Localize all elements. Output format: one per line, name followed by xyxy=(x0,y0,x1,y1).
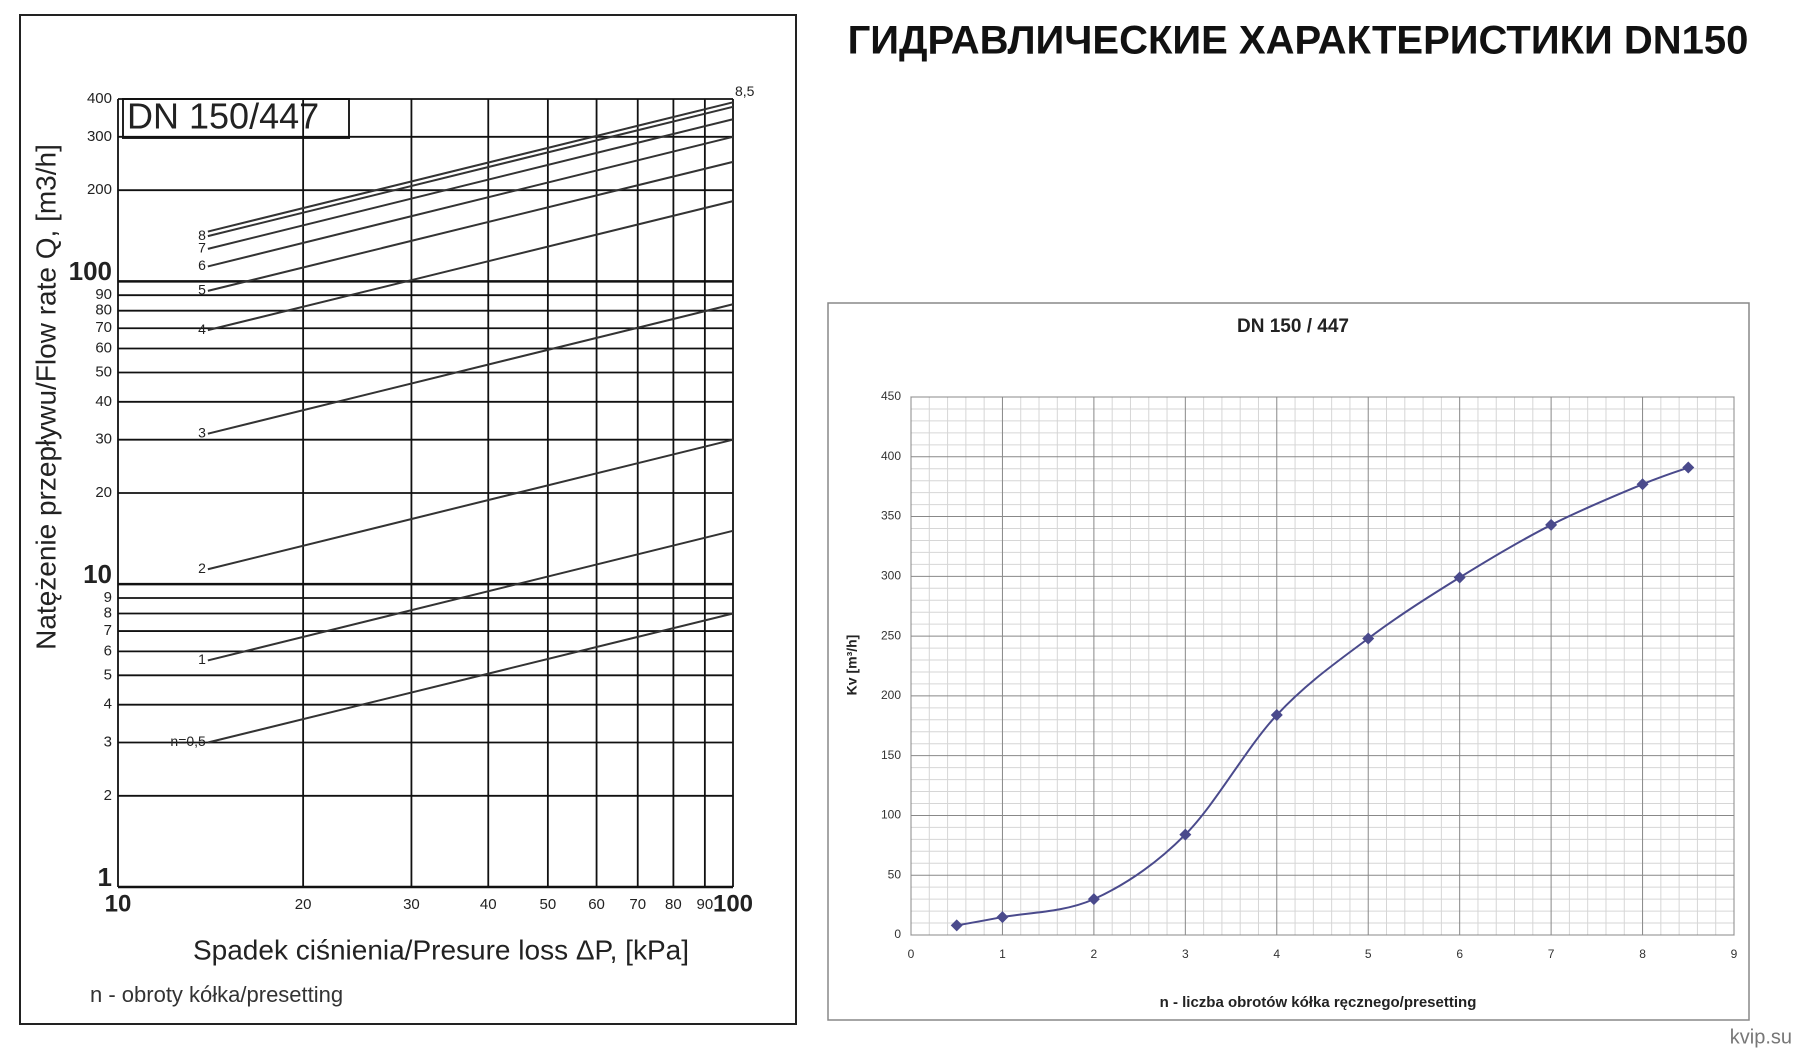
series-label: 5 xyxy=(198,282,206,298)
y-tick-label: 90 xyxy=(95,286,112,303)
marker xyxy=(1087,893,1100,906)
y-tick-label: 1 xyxy=(98,862,112,892)
y-tick-label: 200 xyxy=(87,181,112,198)
series-label: 8,5 xyxy=(735,83,755,99)
y-tick-label: 60 xyxy=(95,339,112,356)
series-label: 6 xyxy=(198,257,206,273)
series-label: 8 xyxy=(198,227,206,243)
y-tick-label: 4 xyxy=(104,696,112,713)
series-line xyxy=(207,303,734,435)
y-tick-label: 300 xyxy=(87,128,112,145)
series-line xyxy=(956,466,1689,927)
series-line xyxy=(207,200,734,332)
series-label: 4 xyxy=(198,321,206,337)
marker xyxy=(950,919,963,932)
x-tick-label: 90 xyxy=(697,896,714,913)
x-tick-label: 6 xyxy=(1456,947,1463,961)
series-label: 2 xyxy=(198,560,206,576)
y-tick-label: 10 xyxy=(83,559,112,589)
y-tick-label: 0 xyxy=(894,927,901,941)
x-tick-label: 10 xyxy=(105,890,132,917)
x-tick-label: 40 xyxy=(480,896,497,913)
marker xyxy=(1636,478,1649,491)
marker xyxy=(1270,709,1283,722)
y-tick-label: 100 xyxy=(881,808,901,822)
y-tick-label: 350 xyxy=(881,509,901,523)
y-tick-label: 250 xyxy=(881,628,901,642)
y-tick-label: 450 xyxy=(881,389,901,403)
note: n - obroty kółka/presetting xyxy=(90,982,343,1007)
x-tick-label: 3 xyxy=(1182,947,1189,961)
y-axis-title: Natężenie przepływu/Flow rate Q, [m3/h] xyxy=(30,144,61,650)
x-tick-label: 5 xyxy=(1365,947,1372,961)
y-tick-label: 400 xyxy=(881,449,901,463)
y-tick-label: 50 xyxy=(95,363,112,380)
y-tick-label: 300 xyxy=(881,569,901,583)
y-tick-label: 200 xyxy=(881,688,901,702)
series-label: 3 xyxy=(198,424,206,440)
page-title: ГИДРАВЛИЧЕСКИЕ ХАРАКТЕРИСТИКИ DN150 xyxy=(848,19,1749,63)
x-tick-label: 50 xyxy=(540,896,557,913)
y-tick-label: 5 xyxy=(104,666,112,683)
right-panel xyxy=(827,302,1750,1021)
y-tick-label: 3 xyxy=(104,733,112,750)
plot-area xyxy=(910,396,1735,936)
box-label-frame xyxy=(122,98,350,139)
x-tick-label: 80 xyxy=(665,896,682,913)
y-tick-label: 50 xyxy=(888,867,902,881)
y-tick-label: 6 xyxy=(104,642,112,659)
series-line xyxy=(207,118,734,250)
x-tick-label: 20 xyxy=(295,896,312,913)
x-tick-label: 0 xyxy=(908,947,915,961)
series-line xyxy=(207,612,734,744)
y-tick-label: 40 xyxy=(95,393,112,410)
series-line xyxy=(207,438,734,571)
y-tick-label: 70 xyxy=(95,319,112,336)
y-tick-label: 20 xyxy=(95,484,112,501)
series-line xyxy=(207,529,734,662)
x-axis-title: Spadek ciśnienia/Presure loss ΔP, [kPa] xyxy=(193,934,689,965)
marker xyxy=(1545,518,1558,531)
marker xyxy=(1682,461,1695,474)
y-tick-label: 30 xyxy=(95,431,112,448)
series-label: n=0,5 xyxy=(170,733,206,749)
x-tick-label: 2 xyxy=(1091,947,1098,961)
series-line xyxy=(207,135,734,268)
watermark: kvip.su xyxy=(1730,1026,1792,1048)
y-tick-label: 100 xyxy=(69,256,112,286)
x-axis-title: n - liczba obrotów kółka ręcznego/preset… xyxy=(1160,994,1477,1011)
y-tick-label: 7 xyxy=(104,622,112,639)
y-tick-label: 400 xyxy=(87,90,112,107)
marker xyxy=(996,911,1009,924)
x-tick-label: 100 xyxy=(713,890,753,917)
x-tick-label: 9 xyxy=(1731,947,1738,961)
y-tick-label: 8 xyxy=(104,604,112,621)
chart-title: DN 150 / 447 xyxy=(1237,316,1349,337)
x-tick-label: 30 xyxy=(403,896,420,913)
y-axis-title: Kv [m³/h] xyxy=(844,635,860,696)
series-line xyxy=(207,160,734,292)
box-label: DN 150/447 xyxy=(127,96,319,137)
series-label: 1 xyxy=(198,651,206,667)
y-tick-label: 150 xyxy=(881,748,901,762)
x-tick-label: 60 xyxy=(588,896,605,913)
series-label: 7 xyxy=(198,240,206,256)
x-tick-label: 70 xyxy=(629,896,646,913)
x-tick-label: 7 xyxy=(1548,947,1555,961)
x-tick-label: 4 xyxy=(1273,947,1280,961)
marker xyxy=(1362,632,1375,645)
marker xyxy=(1179,828,1192,841)
x-tick-label: 1 xyxy=(999,947,1006,961)
series-line xyxy=(207,105,734,238)
y-tick-label: 80 xyxy=(95,302,112,319)
marker xyxy=(1453,571,1466,584)
left-panel xyxy=(19,14,797,1025)
series-line xyxy=(207,101,734,233)
y-tick-label: 2 xyxy=(104,787,112,804)
x-tick-label: 8 xyxy=(1639,947,1646,961)
y-tick-label: 9 xyxy=(104,589,112,606)
